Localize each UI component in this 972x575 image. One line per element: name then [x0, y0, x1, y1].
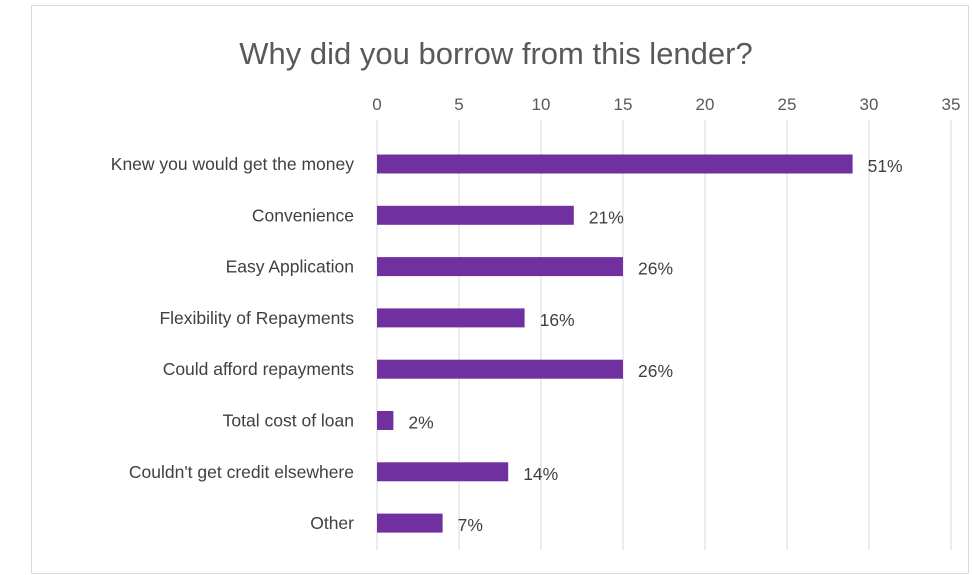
data-labels: 51% 21% 26% 16% 26% 2% 14% 7%: [408, 156, 902, 535]
category-label: Flexibility of Repayments: [159, 308, 354, 328]
x-tick-label: 5: [454, 95, 463, 114]
x-tick-label: 0: [372, 95, 381, 114]
data-label: 14%: [523, 464, 558, 484]
x-tick-label: 25: [778, 95, 797, 114]
x-tick-label: 15: [614, 95, 633, 114]
category-labels: Knew you would get the money Convenience E…: [111, 154, 354, 533]
category-label: Convenience: [252, 205, 354, 225]
data-label: 2%: [408, 413, 433, 433]
category-label: Easy Application: [226, 257, 354, 277]
bar: [377, 462, 509, 482]
category-label: Could afford repayments: [163, 359, 355, 379]
category-label: Couldn't get credit elsewhere: [129, 462, 354, 482]
bar: [377, 154, 853, 174]
data-label: 7%: [458, 515, 483, 535]
bar: [377, 205, 574, 225]
category-label: Other: [310, 513, 354, 533]
bar: [377, 308, 525, 328]
data-label: 26%: [638, 361, 673, 381]
chart-title: Why did you borrow from this lender?: [239, 36, 752, 71]
data-label: 26%: [638, 259, 673, 279]
gridlines: [376, 120, 952, 550]
category-label: Total cost of loan: [223, 411, 354, 431]
x-tick-label: 20: [696, 95, 715, 114]
bar: [377, 359, 623, 379]
data-label: 16%: [540, 310, 575, 330]
bar: [377, 513, 443, 533]
x-axis-ticks: 0 5 10 15 20 25 30 35: [372, 95, 960, 114]
data-label: 21%: [589, 207, 624, 227]
category-label: Knew you would get the money: [111, 154, 354, 174]
bars: [377, 154, 853, 533]
bar: [377, 411, 394, 430]
x-tick-label: 10: [532, 95, 551, 114]
bar: [377, 257, 623, 277]
x-tick-label: 30: [860, 95, 879, 114]
data-label: 51%: [868, 156, 903, 176]
x-tick-label: 35: [942, 95, 961, 114]
